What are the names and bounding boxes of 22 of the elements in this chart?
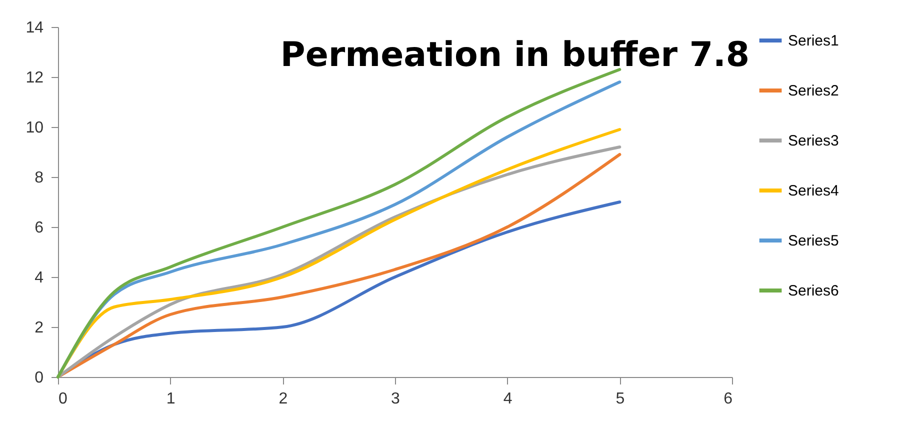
legend-label: Series3	[788, 132, 839, 150]
legend-label: Series2	[788, 82, 839, 100]
y-tick-label: 6	[34, 220, 44, 236]
x-tick-label: 0	[58, 390, 68, 408]
y-tick-label: 0	[34, 370, 44, 386]
legend-label: Series4	[788, 182, 839, 200]
y-tick-label: 12	[26, 70, 44, 86]
chart-title: Permeation in buffer 7.8	[280, 35, 750, 75]
x-tick-label: 5	[616, 390, 625, 408]
y-tick-label: 2	[34, 320, 44, 336]
y-tick-label: 4	[34, 270, 44, 286]
y-tick-label: 14	[26, 20, 44, 36]
legend-label: Series1	[788, 32, 839, 50]
x-tick-label: 2	[278, 390, 288, 408]
x-tick-label: 4	[503, 390, 512, 408]
x-tick-label: 1	[166, 390, 176, 408]
y-tick-label: 10	[26, 120, 44, 136]
x-tick-label: 6	[724, 390, 733, 408]
legend-label: Series6	[788, 282, 839, 300]
y-tick-label: 8	[34, 170, 44, 186]
legend-label: Series5	[788, 232, 839, 250]
x-tick-label: 3	[391, 390, 400, 408]
